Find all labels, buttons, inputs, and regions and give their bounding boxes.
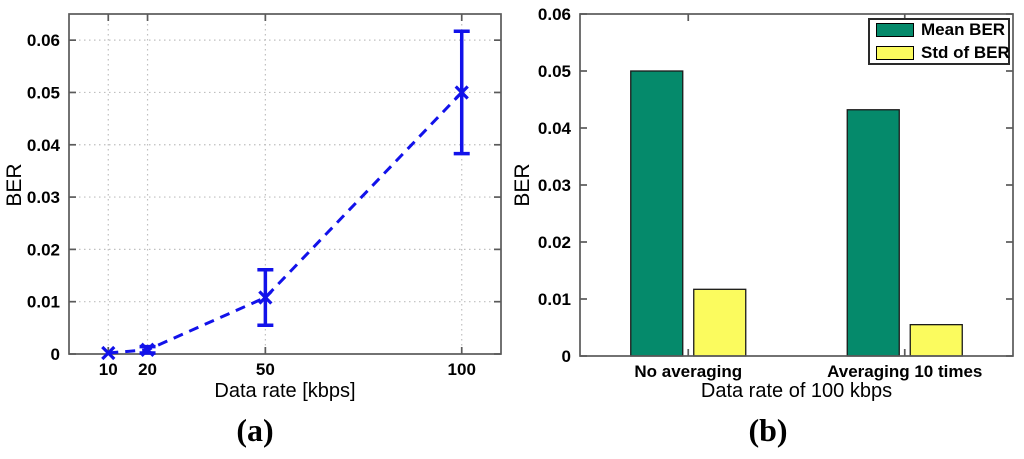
y-tick-label: 0.01: [538, 290, 571, 309]
data-point-marker: [140, 342, 155, 357]
x-tick-label: 20: [138, 360, 157, 379]
x-tick-label: 10: [99, 360, 118, 379]
subfigure-caption-b: (b): [748, 412, 788, 448]
y-axis-label-b: BER: [511, 163, 534, 207]
y-tick-label: 0.03: [538, 176, 571, 195]
plot-area-b: 0 0.01 0.02 0.03 0.04 0.05 0.06 No averaging Ave…: [538, 5, 1014, 381]
data-point-marker: [454, 85, 469, 100]
legend-label-std-ber: Std of BER: [921, 43, 1010, 62]
legend-swatch-std-ber: [876, 46, 914, 60]
y-tick-label: 0.05: [538, 62, 571, 81]
y-tick-label: 0.02: [27, 240, 60, 259]
plot-area-a: 0 0.01 0.02 0.03 0.04 0.05 0.06 10 20 50 100: [27, 13, 502, 379]
bar-mean-ber: [630, 70, 684, 357]
y-tick-label: 0.01: [27, 293, 60, 312]
bar-std-ber: [693, 288, 747, 357]
y-tick-label: 0.06: [538, 5, 571, 24]
ber-data-line: [108, 91, 463, 355]
legend-swatch-mean-ber: [876, 23, 914, 37]
x-tick-label: 100: [448, 360, 476, 379]
y-tick-label: 0: [562, 347, 571, 366]
y-tick-label: 0.02: [538, 233, 571, 252]
x-axis-label-a: Data rate [kbps]: [214, 380, 356, 402]
y-tick-label: 0.05: [27, 83, 60, 102]
category-label: Averaging 10 times: [827, 362, 982, 381]
y-tick-label: 0.04: [27, 136, 61, 155]
y-tick-label: 0.04: [538, 119, 572, 138]
y-tick-label: 0.06: [27, 31, 60, 50]
legend-entry-mean-ber: Mean BER: [876, 20, 1006, 40]
y-axis-label-a: BER: [3, 163, 26, 207]
data-point-marker: [258, 290, 273, 305]
legend-box: Mean BER Std of BER: [868, 18, 1010, 65]
bar-mean-ber: [846, 109, 900, 357]
legend-label-mean-ber: Mean BER: [921, 20, 1006, 39]
subfigure-caption-a: (a): [236, 412, 274, 448]
x-axis-label-b: Data rate of 100 kbps: [700, 380, 893, 402]
y-tick-label: 0.03: [27, 188, 60, 207]
bar-std-ber: [909, 323, 963, 357]
x-tick-label: 50: [256, 360, 275, 379]
y-tick-label: 0: [51, 345, 60, 364]
legend-entry-std-ber: Std of BER: [876, 43, 1010, 63]
data-point-marker: [101, 345, 116, 361]
axes-box: [68, 13, 502, 355]
category-label: No averaging: [634, 362, 742, 381]
